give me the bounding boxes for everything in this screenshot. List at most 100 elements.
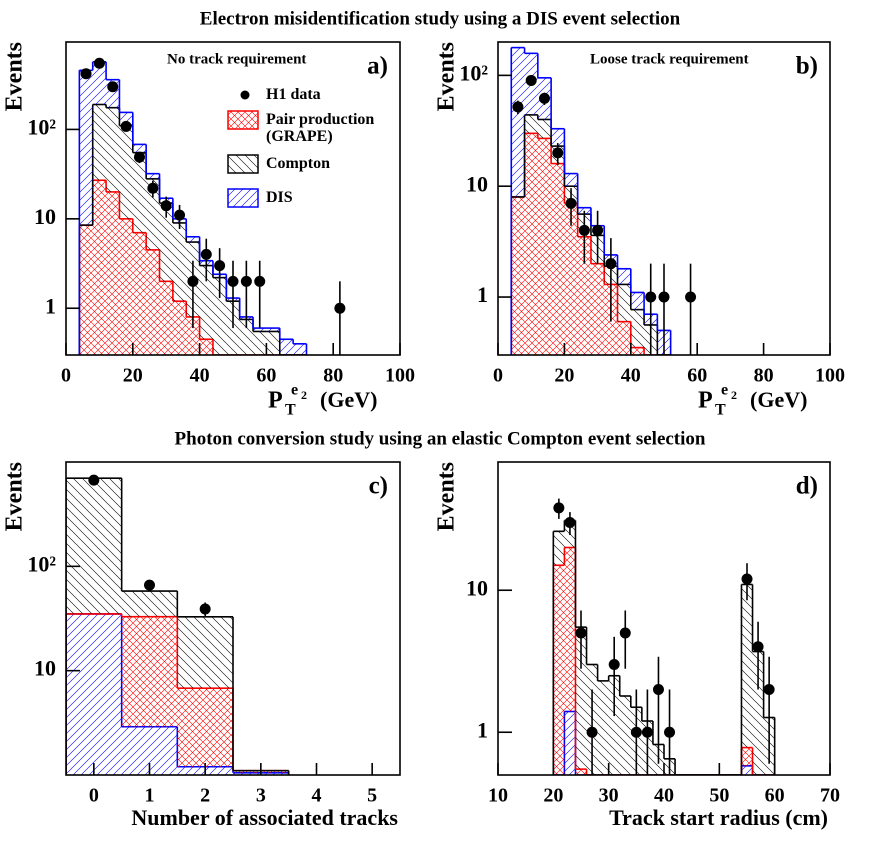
histogram-bin [132, 144, 147, 153]
data-point [107, 81, 119, 93]
histogram-bin [511, 47, 525, 197]
legend-label: H1 data [266, 86, 321, 103]
histogram-bin [564, 203, 578, 355]
data-point [763, 684, 775, 696]
y-axis-label: Events [2, 42, 28, 111]
x-axis-label-unit: (GeV) [320, 387, 377, 412]
panel-label: d) [796, 473, 818, 500]
histogram-bin [590, 263, 605, 355]
histogram-bin [132, 152, 147, 233]
histogram-bin [619, 696, 631, 775]
data-point [608, 658, 620, 670]
histogram-bin [617, 268, 631, 285]
data-point [741, 573, 753, 585]
x-tick-label: 40 [190, 365, 210, 387]
plot-area [510, 46, 697, 355]
legend-label: Pair production (GRAPE) [266, 111, 375, 145]
histogram-bin [146, 173, 160, 179]
y-tick-label: 10 [34, 656, 56, 681]
data-point [214, 260, 226, 272]
section-title: Photon conversion study using an elastic… [175, 428, 706, 449]
data-point [80, 68, 92, 80]
y-axis-label: Events [434, 462, 460, 531]
histogram-bin [524, 133, 538, 355]
x-tick-label: 5 [367, 785, 377, 807]
histogram-bin [551, 163, 565, 355]
histogram-bin [293, 343, 307, 355]
data-point [552, 147, 564, 159]
data-point [88, 474, 100, 486]
data-point [199, 603, 211, 615]
data-point [147, 182, 159, 194]
x-tick-label: 0 [61, 365, 71, 387]
histogram-bin [212, 277, 227, 355]
x-tick-label: 30 [599, 785, 619, 807]
data-point [564, 516, 576, 528]
legend-label: DIS [266, 189, 293, 206]
data-point [538, 92, 550, 104]
x-tick-label: 3 [256, 785, 266, 807]
histogram-bin [630, 309, 645, 348]
histogram-bin [575, 627, 587, 770]
histogram-bin [106, 191, 120, 355]
x-tick-label: 50 [709, 785, 729, 807]
data-point [652, 684, 664, 696]
histogram-bin [575, 769, 587, 775]
data-point [586, 726, 598, 738]
y-tick-label: 10 [466, 575, 488, 600]
histogram-bin [186, 236, 200, 243]
histogram-bin [79, 70, 93, 226]
x-tick-label: 70 [820, 785, 840, 807]
histogram-bin [199, 339, 213, 355]
x-axis-label: Track start radius (cm) [609, 805, 828, 830]
histogram-bin [553, 565, 565, 775]
x-axis-label-sup: e [291, 382, 298, 399]
x-tick-label: 4 [312, 785, 322, 807]
x-axis-label-symbol: P [698, 388, 713, 414]
data-point [254, 275, 266, 287]
x-axis-label-sup-sub: 2 [731, 388, 737, 402]
data-point [93, 57, 105, 69]
histogram-bin [617, 321, 631, 355]
histogram-bin [159, 281, 173, 355]
y-tick-label: 1 [477, 717, 488, 742]
data-point [592, 224, 604, 236]
plot-area [66, 474, 290, 775]
section-title: Electron misidentification study using a… [200, 8, 681, 29]
histogram-bin [66, 613, 122, 775]
data-point [619, 627, 631, 639]
x-tick-label: 1 [145, 785, 155, 807]
data-point [160, 200, 172, 212]
x-axis-label: Number of associated tracks [131, 805, 398, 830]
legend-label: Compton [266, 155, 331, 172]
histogram-bin [266, 331, 280, 355]
y-tick-label: 10² [459, 60, 488, 85]
histogram-bin [106, 107, 120, 192]
x-tick-label: 40 [621, 365, 641, 387]
data-point [334, 302, 346, 314]
data-point [525, 74, 537, 86]
histogram-bin [551, 128, 565, 147]
histogram-bin [597, 680, 609, 775]
histogram-bin [199, 265, 213, 340]
histogram-bin [66, 478, 122, 614]
histogram-bin [92, 180, 107, 355]
y-tick-label: 10 [466, 171, 488, 196]
data-point [227, 275, 239, 287]
histogram-bin [79, 225, 93, 355]
histogram-bin [146, 178, 160, 250]
plot-area [552, 498, 776, 775]
x-axis-label-unit: (GeV) [750, 387, 807, 412]
histogram-bin [172, 222, 187, 302]
y-tick-label: 10² [27, 551, 56, 576]
x-axis-label-sup: e [721, 382, 728, 399]
histogram-bin [132, 232, 147, 355]
histogram-bin [119, 218, 133, 355]
data-point [685, 291, 697, 303]
plot-area [78, 57, 346, 355]
histogram-bin [608, 675, 620, 775]
histogram-bin [121, 591, 178, 617]
histogram-bin [177, 688, 233, 767]
histogram-bin [577, 236, 591, 355]
histogram-bin [92, 104, 107, 181]
